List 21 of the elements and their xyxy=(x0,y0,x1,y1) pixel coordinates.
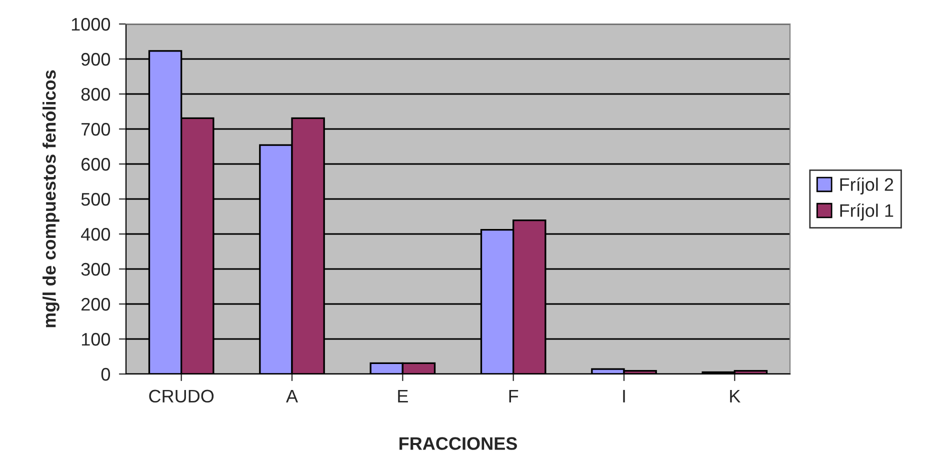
x-tick-label: A xyxy=(286,390,298,402)
x-tick-label: K xyxy=(730,390,740,402)
y-tick-label: 900 xyxy=(81,52,110,66)
y-tick-label: 1000 xyxy=(72,18,110,31)
x-axis-title: FRACCIONES xyxy=(400,437,517,450)
y-tick-label: 800 xyxy=(81,88,110,101)
x-tick-label: F xyxy=(509,390,518,402)
y-tick-label: 0 xyxy=(101,368,110,381)
y-tick-label: 700 xyxy=(82,122,110,136)
y-tick-label: 600 xyxy=(82,158,110,171)
y-tick-label: 400 xyxy=(81,228,110,241)
y-axis-title: mg/l de compuestos fenólicos xyxy=(42,70,60,328)
y-tick-label: 300 xyxy=(81,262,110,276)
legend-label: Fríjol 2 xyxy=(840,177,894,194)
x-tick-label: I xyxy=(623,390,625,402)
x-tick-label: CRUDO xyxy=(149,390,214,403)
x-tick-label: E xyxy=(398,390,408,402)
y-tick-label: 100 xyxy=(82,332,110,346)
y-tick-label: 200 xyxy=(82,298,110,311)
legend-label: Fríjol 1 xyxy=(840,204,894,221)
y-tick-label: 500 xyxy=(81,192,110,206)
